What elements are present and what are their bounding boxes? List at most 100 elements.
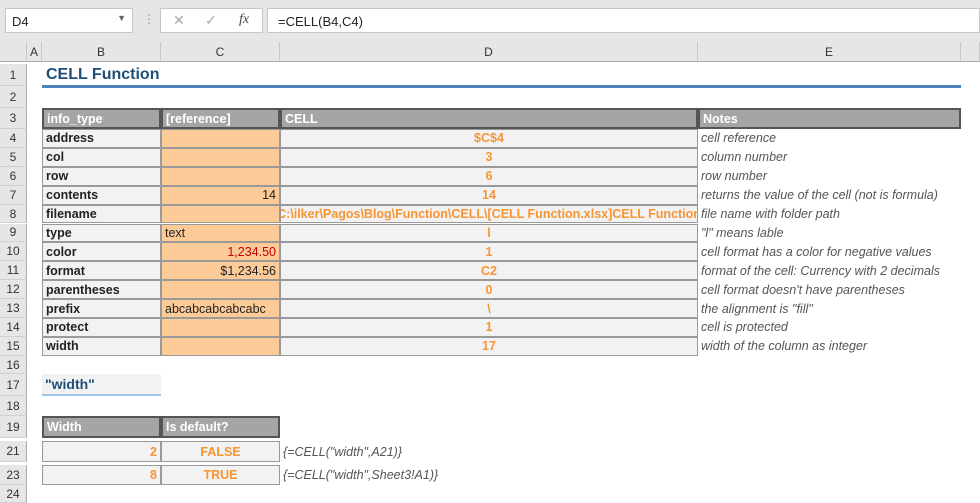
info-type-cell[interactable]: prefix [42, 299, 161, 318]
note-cell[interactable]: cell is protected [701, 320, 788, 335]
cell-result[interactable]: 14 [280, 185, 698, 205]
row-header-1[interactable]: 1 [0, 64, 27, 86]
info-type-cell[interactable]: parentheses [42, 280, 161, 300]
info-type-cell[interactable]: address [42, 129, 161, 148]
row-header-3[interactable]: 3 [0, 108, 27, 129]
cell-result[interactable]: 0 [280, 280, 698, 300]
note-cell[interactable]: width of the column as integer [701, 339, 868, 354]
note-cell[interactable]: cell reference [701, 131, 777, 146]
row-header-12[interactable]: 12 [0, 280, 27, 300]
row-header-16[interactable]: 16 [0, 356, 27, 374]
reference-cell[interactable] [161, 336, 280, 356]
note-cell[interactable]: "l" means lable [701, 225, 784, 240]
table-header-cell[interactable]: Is default? [161, 416, 280, 438]
width-cell[interactable]: 8 [42, 465, 161, 485]
is-default-cell[interactable]: TRUE [161, 465, 280, 485]
row-header-5[interactable]: 5 [0, 147, 27, 167]
info-type-cell[interactable]: format [42, 261, 161, 281]
info-type-cell[interactable]: row [42, 166, 161, 186]
width-cell[interactable]: 2 [42, 441, 161, 462]
column-header-D[interactable]: D [280, 42, 698, 62]
cell-result[interactable]: 1 [280, 242, 698, 262]
reference-cell[interactable]: 14 [161, 185, 280, 205]
info-type-cell[interactable]: width [42, 336, 161, 356]
insert-function-icon[interactable]: fx [239, 12, 250, 27]
cell-result[interactable]: 3 [280, 147, 698, 167]
reference-cell[interactable]: $1,234.56 [161, 261, 280, 281]
table-header-cell[interactable]: Width [42, 416, 161, 438]
cell-result[interactable]: C:\ilker\Pagos\Blog\Function\CELL\[CELL … [280, 204, 698, 224]
row-header-14[interactable]: 14 [0, 318, 27, 337]
cell-result[interactable]: $C$4 [280, 129, 698, 148]
section-title[interactable]: "width" [42, 374, 161, 396]
note-cell[interactable]: cell format doesn't have parentheses [701, 282, 905, 297]
reference-cell[interactable] [161, 280, 280, 300]
reference-cell[interactable] [161, 147, 280, 167]
info-type-cell[interactable]: col [42, 147, 161, 167]
info-type-cell[interactable]: protect [42, 318, 161, 337]
row-header-13[interactable]: 13 [0, 299, 27, 318]
formula-buttons: ✕ ✓ fx [160, 8, 263, 33]
cell-result[interactable]: 1 [280, 318, 698, 337]
reference-cell[interactable] [161, 318, 280, 337]
row-header-7[interactable]: 7 [0, 185, 27, 205]
table-header-cell[interactable]: [reference] [161, 108, 280, 129]
note-cell[interactable]: row number [701, 169, 767, 184]
row-header-8[interactable]: 8 [0, 204, 27, 224]
table-header-cell[interactable]: Notes [698, 108, 961, 129]
table-header-cell[interactable]: CELL [280, 108, 698, 129]
row-header-11[interactable]: 11 [0, 261, 27, 281]
reference-cell[interactable]: abcabcabcabcabc [161, 299, 280, 318]
cancel-icon[interactable]: ✕ [173, 12, 185, 28]
reference-cell[interactable]: 1,234.50 [161, 242, 280, 262]
row-header-4[interactable]: 4 [0, 129, 27, 148]
title-underline [42, 85, 961, 88]
info-type-cell[interactable]: color [42, 242, 161, 262]
row-header-6[interactable]: 6 [0, 166, 27, 186]
is-default-cell[interactable]: FALSE [161, 441, 280, 462]
formula-note-cell[interactable]: {=CELL("width",Sheet3!A1)} [283, 468, 439, 482]
row-header-9[interactable]: 9 [0, 223, 27, 243]
column-header-E[interactable]: E [698, 42, 961, 62]
cell-result[interactable]: 17 [280, 336, 698, 356]
formula-note-cell[interactable]: {=CELL("width",A21)} [283, 444, 403, 459]
row-header-18[interactable]: 18 [0, 396, 27, 416]
note-cell[interactable]: file name with folder path [701, 207, 840, 222]
reference-cell[interactable] [161, 129, 280, 148]
note-cell[interactable]: the alignment is "fill" [701, 301, 813, 316]
more-icon: ⋮ [143, 12, 155, 26]
info-type-cell[interactable]: type [42, 223, 161, 243]
row-header-17[interactable]: 17 [0, 374, 27, 396]
row-header-15[interactable]: 15 [0, 336, 27, 356]
info-type-cell[interactable]: contents [42, 185, 161, 205]
table-header-cell[interactable]: info_type [42, 108, 161, 129]
name-box[interactable]: D4 ▼ [5, 8, 133, 33]
row-header-19[interactable]: 19 [0, 416, 27, 438]
column-header-B[interactable]: B [42, 42, 161, 62]
cell-result[interactable]: 6 [280, 166, 698, 186]
reference-cell[interactable] [161, 166, 280, 186]
enter-icon[interactable]: ✓ [205, 12, 217, 28]
column-header-next[interactable] [961, 42, 980, 62]
cell-result[interactable]: \ [280, 299, 698, 318]
reference-cell[interactable]: text [161, 223, 280, 243]
formula-bar-area: D4 ▼ ⋮ ✕ ✓ fx =CELL(B4,C4) [0, 0, 980, 42]
column-header-C[interactable]: C [161, 42, 280, 62]
reference-cell[interactable] [161, 204, 280, 224]
note-cell[interactable]: cell format has a color for negative val… [701, 244, 932, 259]
note-cell[interactable]: column number [701, 150, 788, 165]
row-header-23[interactable]: 23 [0, 465, 27, 485]
cell-result[interactable]: C2 [280, 261, 698, 281]
select-all-corner[interactable] [0, 42, 27, 62]
row-header-10[interactable]: 10 [0, 242, 27, 262]
row-header-24[interactable]: 24 [0, 485, 27, 503]
chevron-down-icon[interactable]: ▼ [117, 13, 126, 23]
info-type-cell[interactable]: filename [42, 204, 161, 224]
row-header-2[interactable]: 2 [0, 86, 27, 108]
row-header-21[interactable]: 21 [0, 441, 27, 462]
note-cell[interactable]: format of the cell: Currency with 2 deci… [701, 263, 940, 278]
note-cell[interactable]: returns the value of the cell (not is fo… [701, 188, 938, 203]
column-header-A[interactable]: A [27, 42, 42, 62]
formula-input[interactable]: =CELL(B4,C4) [267, 8, 980, 33]
cell-result[interactable]: l [280, 223, 698, 243]
